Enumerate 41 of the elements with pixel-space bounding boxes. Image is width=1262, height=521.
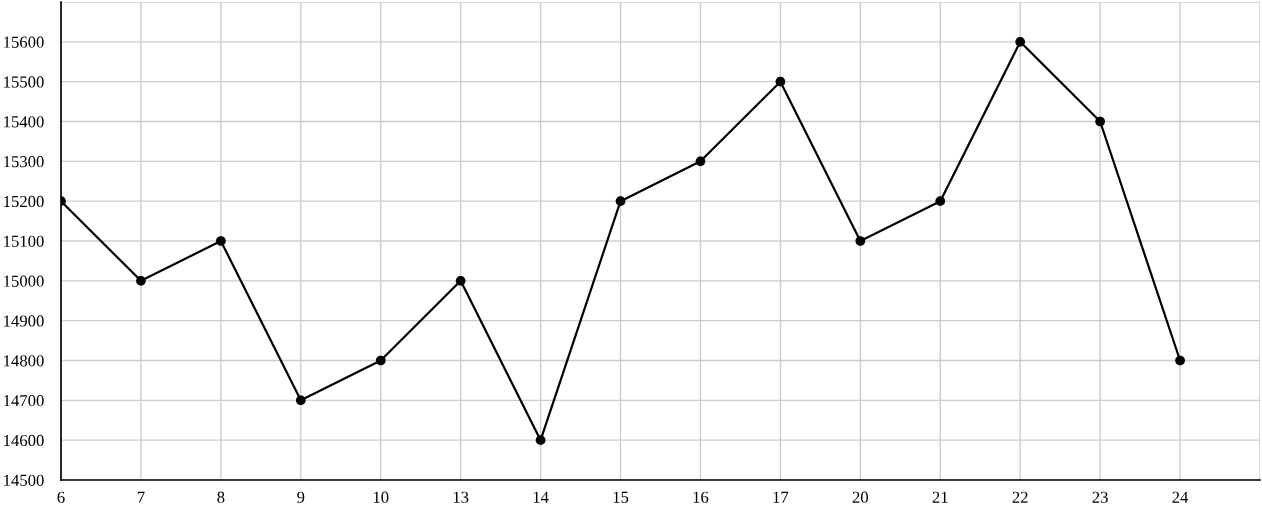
point	[695, 156, 706, 167]
x-tick-label: 6	[57, 491, 65, 503]
y-tick-label: 15400	[4, 116, 44, 128]
point	[455, 275, 466, 286]
point	[615, 196, 626, 207]
point	[216, 236, 226, 246]
y-tick-label: 15200	[4, 195, 44, 208]
point	[855, 236, 866, 246]
point	[535, 435, 546, 446]
x-tick-label: 23	[1092, 491, 1108, 503]
point	[375, 355, 386, 366]
point	[136, 275, 146, 286]
y-tick-label: 15100	[4, 235, 44, 247]
y-tick-label: 15500	[4, 76, 44, 88]
point	[1015, 36, 1026, 47]
y-tick-label: 14600	[4, 434, 44, 447]
point	[775, 76, 786, 87]
x-tick-label: 20	[852, 491, 869, 503]
point	[1095, 116, 1105, 127]
x-tick-label: 13	[453, 491, 469, 503]
x-tick-label: 10	[373, 491, 389, 503]
y-tick-label: 14700	[4, 395, 44, 407]
y-tick-label: 15600	[4, 36, 44, 48]
y-tick-label: 14900	[4, 315, 44, 327]
y-tick-label: 15000	[4, 275, 44, 287]
y-tick-label: 14800	[4, 355, 44, 367]
x-tick-label: 9	[297, 491, 305, 503]
x-tick-label: 15	[613, 491, 629, 503]
x-tick-label: 7	[137, 491, 145, 503]
y-tick-label: 14500	[4, 474, 44, 486]
x-tick-label: 8	[217, 491, 225, 503]
x-tick-label: 24	[1172, 491, 1189, 503]
x-tick-label: 22	[1012, 491, 1028, 503]
point	[295, 395, 306, 406]
x-tick-label: 17	[773, 491, 789, 503]
y-tick-label: 15300	[4, 156, 44, 168]
x-tick-label: 14	[533, 491, 549, 503]
x-tick-label: 16	[693, 491, 709, 503]
point	[1175, 355, 1185, 366]
x-tick-label: 21	[932, 491, 948, 503]
point	[935, 196, 946, 207]
